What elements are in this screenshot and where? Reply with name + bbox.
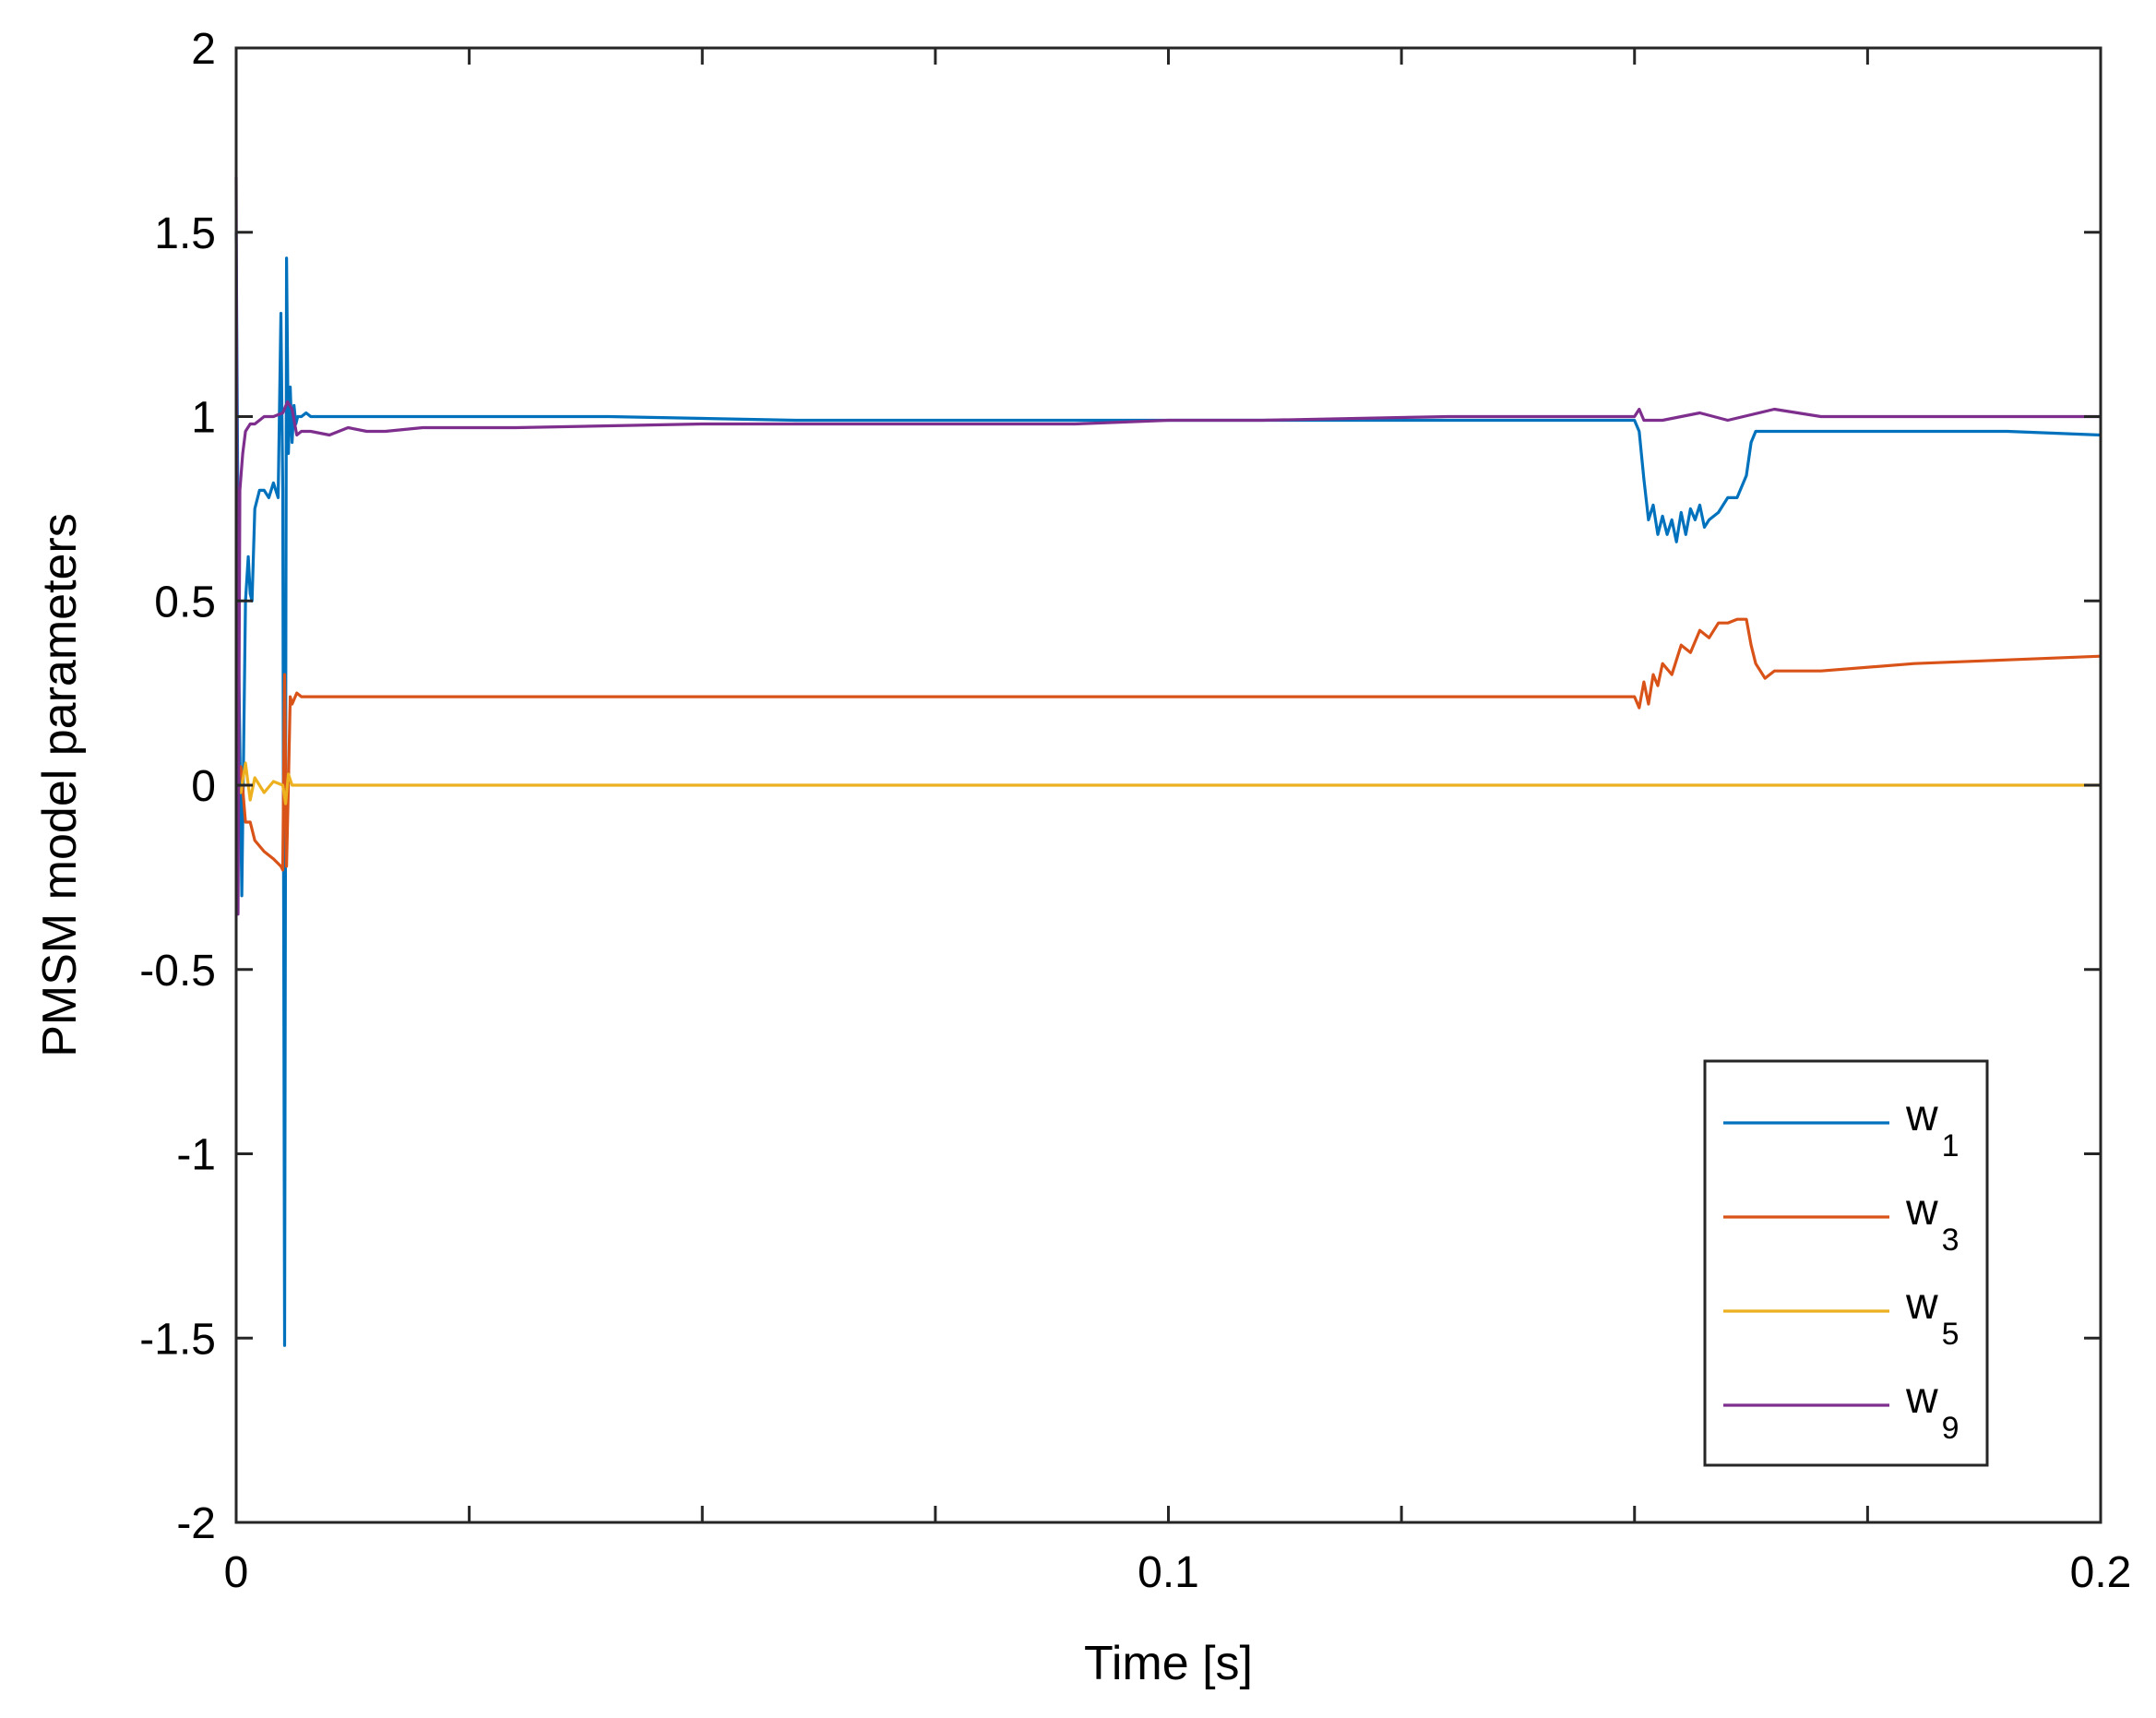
x-tick-label: 0.2 (2070, 1548, 2132, 1597)
ticks-layer (234, 46, 2102, 1524)
series-layer (234, 176, 2102, 1347)
series-line-w5 (234, 761, 2101, 805)
legend-label-subscript: 5 (1942, 1317, 1959, 1352)
y-tick-label: 1.5 (154, 209, 216, 258)
y-tick-label: 0 (191, 762, 216, 811)
legend-label-main: w (1905, 1092, 1938, 1140)
tick-labels-layer: 0 0.1 0.2 2 1.5 1 0.5 0 -0.5 -1 -1.5 -2 (139, 25, 2131, 1597)
y-axis-label: PMSM model parameters (33, 513, 87, 1057)
series-line-w3 (234, 617, 2102, 872)
legend-label-w5: w5 (1905, 1280, 1959, 1352)
x-axis-label: Time [s] (1084, 1637, 1253, 1690)
y-tick-label: -1 (176, 1131, 216, 1180)
y-tick-label: -2 (176, 1499, 216, 1548)
y-tick-label: 2 (191, 25, 216, 74)
x-tick-label: 0 (224, 1548, 249, 1597)
x-tick-label: 0.1 (1138, 1548, 1199, 1597)
series-line-w1 (234, 232, 2102, 1347)
legend-label-w1: w1 (1905, 1092, 1959, 1163)
legend-box (1703, 1059, 1989, 1467)
series-line-w9 (234, 176, 2101, 916)
y-tick-label: -1.5 (139, 1315, 216, 1364)
legend-label-w3: w3 (1905, 1186, 1959, 1258)
y-tick-label: 0.5 (154, 578, 216, 626)
legend-label-main: w (1905, 1374, 1938, 1423)
legend-label-main: w (1905, 1280, 1938, 1329)
legend-label-subscript: 3 (1942, 1223, 1959, 1258)
legend-label-subscript: 1 (1942, 1128, 1959, 1163)
y-tick-label: 1 (191, 394, 216, 443)
y-tick-label: -0.5 (139, 947, 216, 996)
legend-label-subscript: 9 (1942, 1411, 1959, 1446)
legend-label-w9: w9 (1905, 1374, 1959, 1446)
legend-label-main: w (1905, 1186, 1938, 1235)
